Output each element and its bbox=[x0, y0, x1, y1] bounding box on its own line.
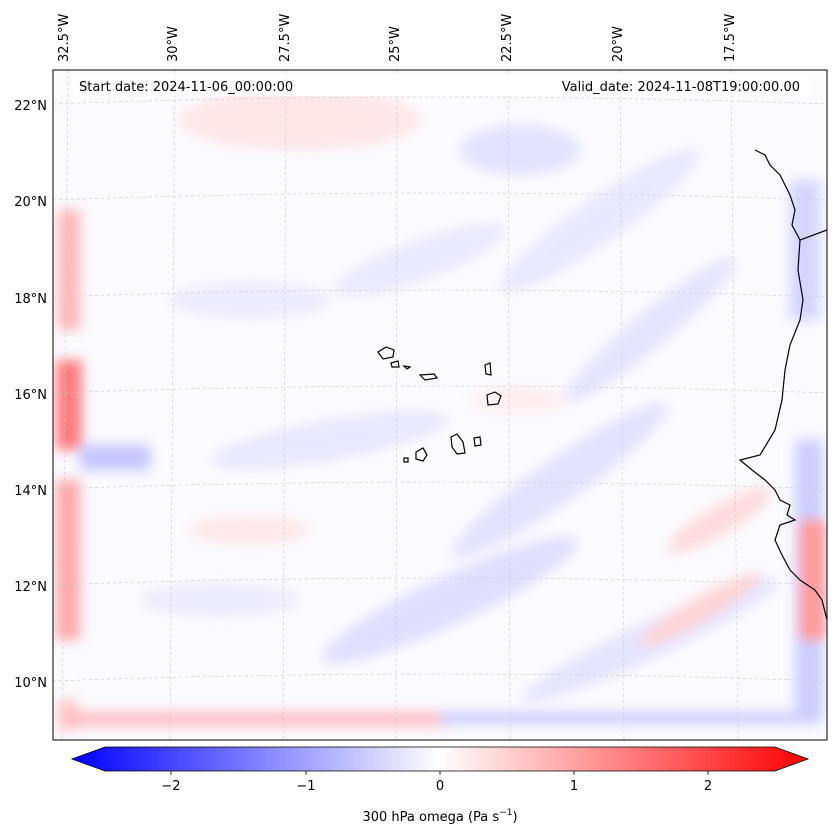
africa-coastline bbox=[738, 229, 827, 621]
gridlines bbox=[53, 70, 827, 740]
latitude-labels: 22°N 20°N 18°N 16°N 14°N 12°N 10°N bbox=[14, 99, 47, 691]
longitude-labels: 32.5°W 30°W 27.5°W 25°W 22.5°W 20°W 17.5… bbox=[57, 14, 738, 62]
colorbar-body bbox=[70, 746, 810, 772]
map-frame bbox=[52, 69, 828, 741]
lon-label: 32.5°W bbox=[57, 14, 72, 62]
start-date-label: Start date: 2024-11-06_00:00:00 bbox=[79, 80, 293, 95]
lat-label: 12°N bbox=[14, 580, 47, 595]
lat-label: 20°N bbox=[14, 195, 47, 210]
lat-label: 14°N bbox=[14, 484, 47, 499]
colorbar-tick-label: 2 bbox=[704, 779, 712, 794]
header-box bbox=[72, 74, 810, 96]
colorbar-tick-label: 0 bbox=[436, 779, 444, 794]
lon-label: 20°W bbox=[611, 26, 626, 62]
omega-field bbox=[56, 90, 826, 730]
lon-label: 22.5°W bbox=[500, 14, 515, 62]
lon-label: 17.5°W bbox=[723, 14, 738, 62]
lon-label: 27.5°W bbox=[278, 14, 293, 62]
colorbar-ticks bbox=[170, 771, 709, 775]
colorbar-units: Pa s bbox=[473, 810, 499, 825]
lon-label: 25°W bbox=[388, 26, 403, 62]
colorbar: −2 −1 0 1 2 300 hPa omega (Pa s−1) bbox=[70, 746, 810, 825]
lat-label: 16°N bbox=[14, 388, 47, 403]
valid-date-label: Valid_date: 2024-11-08T19:00:00.00 bbox=[562, 80, 800, 95]
colorbar-units-exponent: −1 bbox=[499, 808, 512, 818]
lat-label: 22°N bbox=[14, 99, 47, 114]
colorbar-variable: 300 hPa omega bbox=[362, 810, 463, 825]
lon-label: 30°W bbox=[166, 26, 181, 62]
lat-label: 18°N bbox=[14, 292, 47, 307]
africa-coastline-north bbox=[754, 149, 801, 241]
colorbar-tick-label: −1 bbox=[296, 779, 315, 794]
colorbar-title: 300 hPa omega (Pa s−1) bbox=[362, 808, 517, 825]
colorbar-tick-label: 1 bbox=[570, 779, 578, 794]
map-plot-area bbox=[53, 70, 827, 740]
lat-label: 10°N bbox=[14, 676, 47, 691]
cape-verde-islands bbox=[377, 346, 502, 463]
colorbar-tick-label: −2 bbox=[161, 779, 180, 794]
